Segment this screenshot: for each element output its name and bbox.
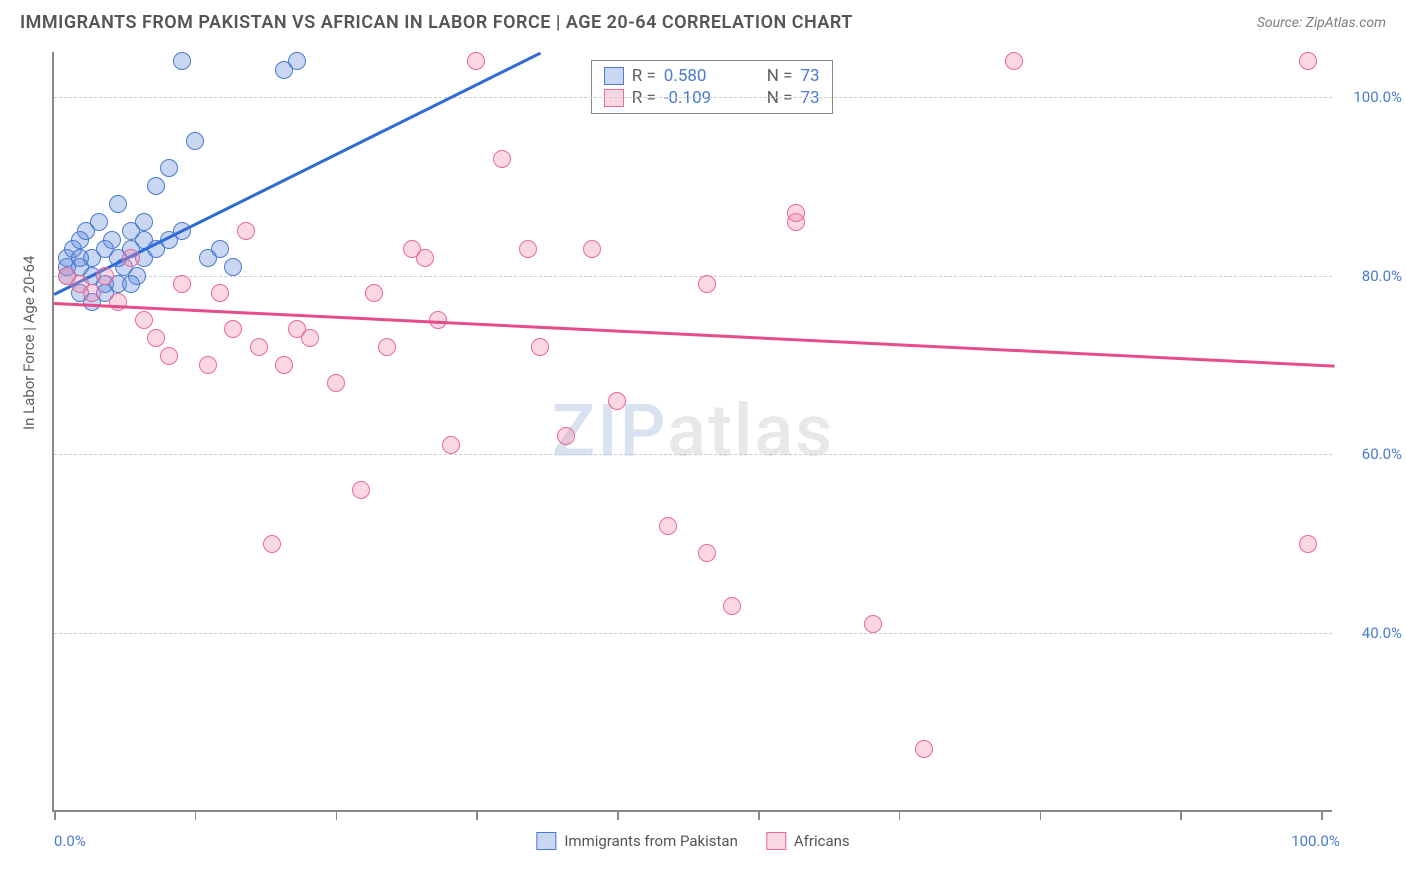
gridline-h [54, 454, 1332, 455]
r-value-series2: -0.109 [664, 88, 759, 108]
xtick [1180, 810, 1182, 820]
xtick [1040, 810, 1042, 820]
xtick [758, 810, 760, 820]
legend-label-series2: Africans [794, 832, 850, 850]
data-point [583, 240, 601, 258]
data-point [723, 597, 741, 615]
n-label: N = [767, 88, 793, 108]
ytick-label: 60.0% [1362, 445, 1402, 463]
data-point [135, 311, 153, 329]
legend-item-series2: Africans [766, 832, 850, 850]
legend-label-series1: Immigrants from Pakistan [564, 832, 738, 850]
data-point [519, 240, 537, 258]
data-point [915, 740, 933, 758]
data-point [1005, 52, 1023, 70]
data-point [442, 436, 460, 454]
source-label: Source: ZipAtlas.com [1257, 15, 1386, 31]
n-value-series2: 73 [800, 88, 819, 108]
xtick [617, 810, 619, 820]
data-point [103, 231, 121, 249]
data-point [237, 222, 255, 240]
data-point [301, 329, 319, 347]
data-point [109, 195, 127, 213]
ytick-label: 80.0% [1362, 267, 1402, 285]
legend-bottom: Immigrants from Pakistan Africans [536, 832, 849, 850]
data-point [659, 517, 677, 535]
data-point [199, 356, 217, 374]
data-point [122, 275, 140, 293]
data-point [186, 132, 204, 150]
data-point [96, 267, 114, 285]
stats-row-series2: R = -0.109 N = 73 [604, 87, 820, 109]
xtick [54, 810, 56, 820]
data-point [250, 338, 268, 356]
xtick [899, 810, 901, 820]
r-label: R = [632, 88, 656, 108]
chart-title: IMMIGRANTS FROM PAKISTAN VS AFRICAN IN L… [20, 12, 853, 33]
data-point [135, 213, 153, 231]
gridline-h [54, 276, 1332, 277]
data-point [365, 284, 383, 302]
data-point [416, 249, 434, 267]
data-point [467, 52, 485, 70]
ytick-label: 40.0% [1362, 624, 1402, 642]
data-point [864, 615, 882, 633]
xtick [476, 810, 478, 820]
data-point [275, 356, 293, 374]
data-point [493, 150, 511, 168]
data-point [352, 481, 370, 499]
data-point [173, 275, 191, 293]
xtick-label: 100.0% [1291, 832, 1340, 850]
data-point [327, 374, 345, 392]
data-point [147, 329, 165, 347]
data-point [224, 258, 242, 276]
y-axis-label: In Labor Force | Age 20-64 [20, 256, 38, 430]
data-point [71, 249, 89, 267]
xtick-label: 0.0% [54, 832, 86, 850]
data-point [224, 320, 242, 338]
data-point [378, 338, 396, 356]
xtick [1321, 810, 1323, 820]
data-point [787, 204, 805, 222]
data-point [288, 52, 306, 70]
data-point [557, 427, 575, 445]
legend-swatch-series2 [766, 832, 786, 850]
data-point [83, 284, 101, 302]
data-point [160, 347, 178, 365]
watermark-text: ZIPatlas [552, 389, 834, 474]
gridline-h [54, 633, 1332, 634]
data-point [109, 293, 127, 311]
legend-swatch-series1 [536, 832, 556, 850]
data-point [147, 177, 165, 195]
data-point [608, 392, 626, 410]
xtick [336, 810, 338, 820]
trendline [54, 302, 1334, 367]
legend-item-series1: Immigrants from Pakistan [536, 832, 738, 850]
n-label: N = [767, 66, 793, 86]
data-point [1299, 535, 1317, 553]
n-value-series1: 73 [800, 66, 819, 86]
stats-row-series1: R = 0.580 N = 73 [604, 65, 820, 87]
data-point [90, 213, 108, 231]
ytick-label: 100.0% [1353, 88, 1402, 106]
scatter-chart: ZIPatlas R = 0.580 N = 73 R = -0.109 N =… [52, 52, 1332, 812]
gridline-h [54, 97, 1332, 98]
data-point [211, 240, 229, 258]
r-label: R = [632, 66, 656, 86]
data-point [211, 284, 229, 302]
swatch-series2 [604, 89, 624, 107]
data-point [173, 52, 191, 70]
data-point [263, 535, 281, 553]
xtick [195, 810, 197, 820]
r-value-series1: 0.580 [664, 66, 759, 86]
stats-legend-box: R = 0.580 N = 73 R = -0.109 N = 73 [591, 60, 833, 114]
data-point [1299, 52, 1317, 70]
data-point [698, 544, 716, 562]
swatch-series1 [604, 67, 624, 85]
data-point [160, 159, 178, 177]
data-point [531, 338, 549, 356]
data-point [698, 275, 716, 293]
data-point [122, 249, 140, 267]
chart-header: IMMIGRANTS FROM PAKISTAN VS AFRICAN IN L… [0, 0, 1406, 41]
